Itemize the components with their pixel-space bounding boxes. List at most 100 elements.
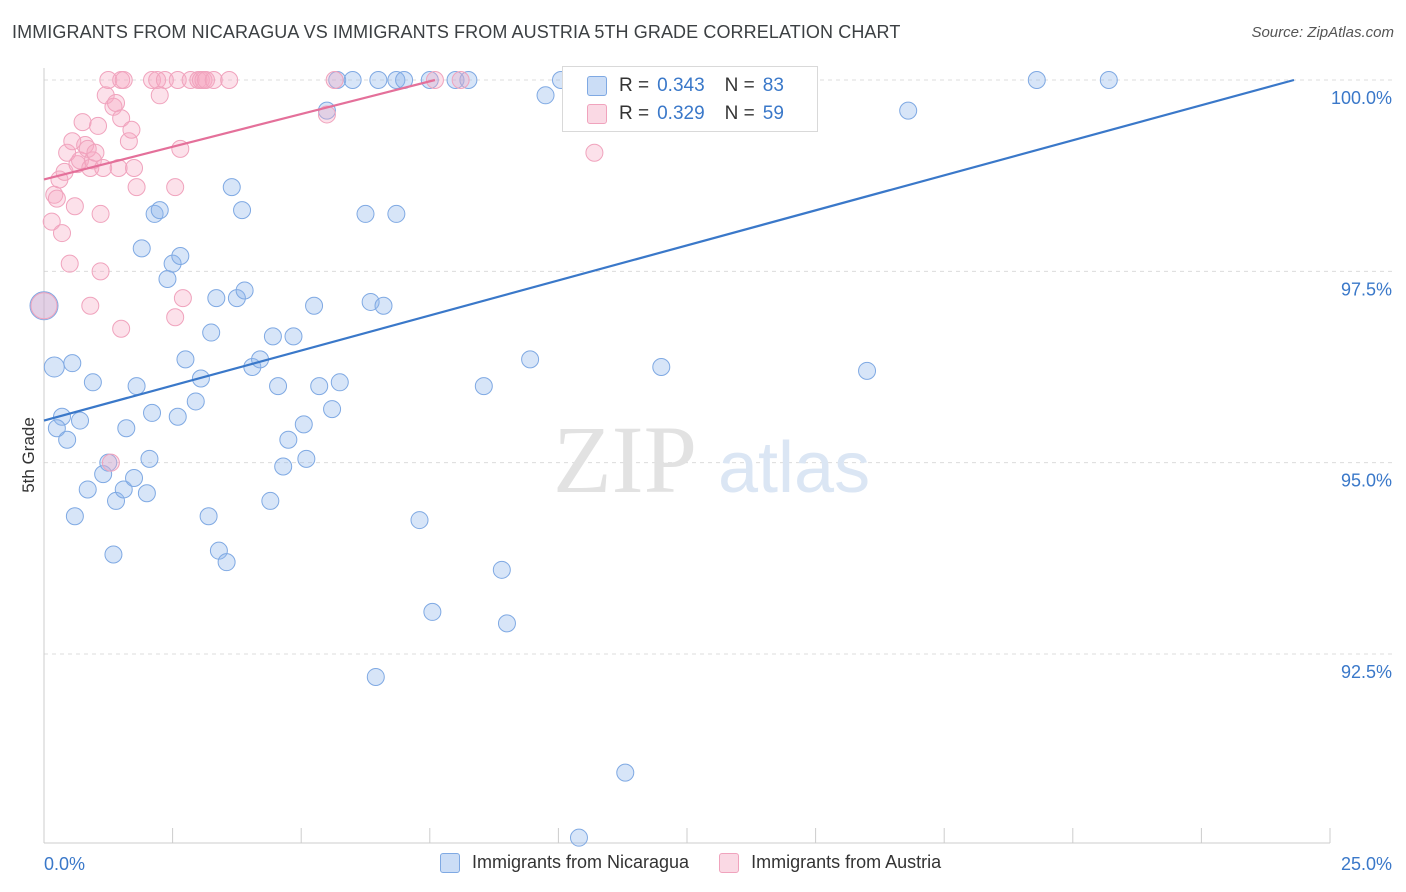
nicaragua-point: [297, 449, 316, 468]
austria-point: [585, 143, 604, 162]
austria-point: [122, 120, 141, 139]
nicaragua-point: [356, 204, 375, 223]
n-label: N =: [724, 75, 755, 96]
stats-swatch-austria: [587, 104, 607, 124]
austria-point: [125, 159, 144, 178]
nicaragua-point: [1099, 71, 1118, 89]
nicaragua-point: [366, 667, 385, 686]
austria-point: [143, 71, 162, 89]
x-tick-label: 25.0%: [1341, 854, 1392, 874]
chart-title: IMMIGRANTS FROM NICARAGUA VS IMMIGRANTS …: [12, 22, 901, 42]
source-label: Source: ZipAtlas.com: [1251, 24, 1394, 41]
nicaragua-point: [305, 296, 324, 315]
austria-point: [86, 143, 105, 162]
austria-point: [91, 204, 110, 223]
nicaragua-point: [330, 373, 349, 392]
n-value: 59: [762, 103, 784, 124]
nicaragua-point: [1027, 71, 1046, 89]
nicaragua-point: [150, 201, 169, 220]
austria-point: [168, 71, 187, 89]
austria-trend-line: [43, 78, 436, 181]
austria-point: [91, 262, 110, 281]
austria-point: [101, 453, 120, 472]
austria-point: [119, 132, 138, 151]
austria-point: [148, 71, 167, 89]
nicaragua-point: [263, 327, 282, 346]
nicaragua-point: [117, 419, 136, 438]
nicaragua-point: [652, 358, 671, 376]
nicaragua-point: [474, 377, 493, 396]
nicaragua-point: [140, 449, 159, 468]
nicaragua-point: [78, 480, 97, 499]
nicaragua-point: [168, 407, 187, 426]
nicaragua-point: [71, 411, 90, 430]
austria-point: [173, 289, 192, 308]
austria-point: [317, 105, 336, 124]
nicaragua-point: [199, 507, 218, 526]
austria-point: [166, 308, 185, 327]
y-tick-label: 92.5%: [1341, 662, 1392, 682]
austria-point: [451, 71, 470, 89]
austria-point: [150, 86, 169, 105]
nicaragua-point: [323, 400, 342, 419]
austria-point: [112, 319, 131, 338]
axes: [43, 68, 1331, 844]
nicaragua-point: [158, 269, 177, 288]
r-value: 0.343: [657, 75, 705, 96]
nicaragua-point: [387, 204, 406, 223]
legend-label-nicaragua: Immigrants from Nicaragua: [472, 852, 690, 872]
austria-point: [107, 93, 126, 112]
nicaragua-point: [207, 289, 226, 308]
n-label: N =: [724, 103, 755, 124]
legend-item-nicaragua[interactable]: Immigrants from Nicaragua: [440, 852, 689, 873]
austria-point: [73, 113, 92, 132]
nicaragua-point: [222, 178, 241, 197]
austria-point: [127, 178, 146, 197]
austria-point: [65, 197, 84, 216]
nicaragua-point: [343, 71, 362, 89]
watermark-atlas: atlas: [718, 428, 870, 508]
trend-lines: [43, 78, 1295, 422]
nicaragua-point: [269, 377, 288, 396]
austria-point: [99, 71, 118, 89]
y-axis-label: 5th Grade: [19, 417, 38, 493]
nicaragua-point: [616, 763, 635, 782]
y-tick-label: 100.0%: [1331, 88, 1392, 108]
nicaragua-point: [163, 254, 182, 273]
nicaragua-point: [47, 419, 66, 438]
austria-point: [114, 71, 133, 89]
austria-point: [166, 178, 185, 197]
nicaragua-point: [858, 361, 877, 380]
nicaragua-point: [310, 377, 329, 396]
nicaragua-point: [65, 507, 84, 526]
nicaragua-point: [279, 430, 298, 449]
austria-point: [181, 71, 200, 89]
austria-point: [47, 189, 66, 208]
austria-point: [197, 71, 216, 89]
austria-point: [81, 296, 100, 315]
nicaragua-point: [233, 201, 252, 220]
nicaragua-trend-line: [43, 78, 1295, 422]
legend-swatch-nicaragua: [440, 852, 460, 873]
nicaragua-point: [132, 239, 151, 258]
nicaragua-point: [114, 480, 133, 499]
y-tick-label: 95.0%: [1341, 471, 1392, 491]
legend-item-austria[interactable]: Immigrants from Austria: [719, 852, 941, 873]
austria-point: [204, 71, 223, 89]
series-legend: Immigrants from Nicaragua Immigrants fro…: [440, 852, 971, 873]
nicaragua-point: [497, 614, 516, 633]
nicaragua-point: [369, 71, 388, 89]
nicaragua-point: [171, 247, 190, 266]
nicaragua-point: [227, 289, 246, 308]
nicaragua-point: [492, 560, 511, 579]
nicaragua-point: [235, 281, 254, 300]
n-value: 83: [762, 75, 784, 96]
nicaragua-point: [446, 71, 465, 89]
nicaragua-point: [29, 291, 59, 321]
nicaragua-point: [423, 602, 442, 621]
y-tick-label: 97.5%: [1341, 279, 1392, 299]
nicaragua-point: [58, 430, 77, 449]
austria-point: [60, 254, 79, 273]
nicaragua-point: [569, 828, 588, 847]
r-value: 0.329: [657, 103, 705, 124]
